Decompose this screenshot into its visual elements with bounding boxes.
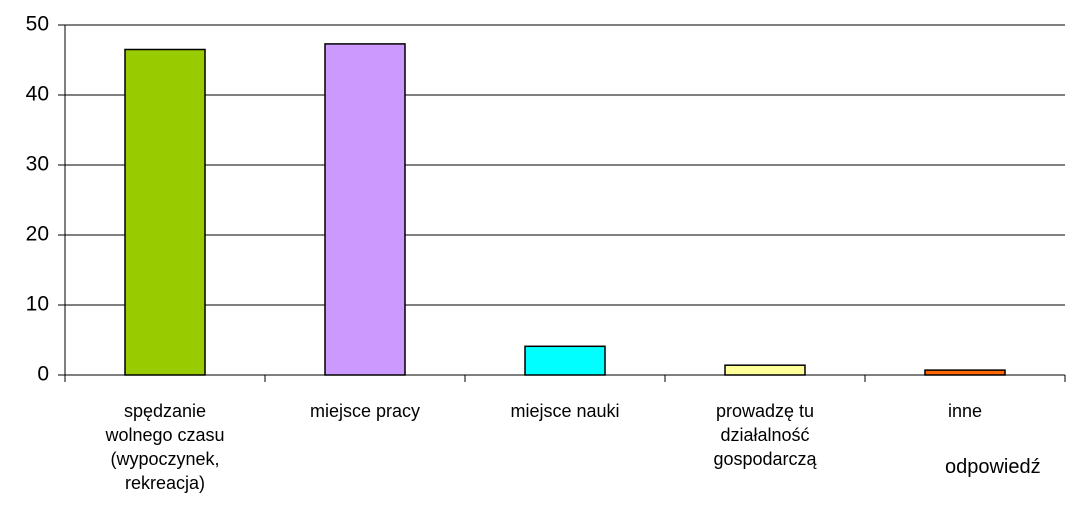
y-tick-label: 30 [26, 153, 49, 176]
y-tick-label: 0 [37, 363, 49, 386]
x-tick-label: prowadzę tu działalność gospodarczą [713, 401, 817, 469]
x-tick-label: miejsce nauki [510, 401, 620, 421]
y-tick-label: 40 [26, 83, 49, 106]
y-tick-label: 50 [26, 13, 49, 36]
x-tick-label: miejsce pracy [309, 401, 421, 421]
x-tick-label: spędzanie wolnego czasu (wypoczynek, rek… [105, 401, 225, 493]
x-tick-label: inne [947, 401, 983, 421]
bar [124, 48, 206, 376]
x-axis-label: odpowiedź [945, 456, 1041, 478]
y-tick-label: 20 [26, 223, 49, 246]
bar [324, 43, 406, 376]
bar [724, 364, 806, 376]
bar [524, 345, 606, 376]
y-tick-label: 10 [26, 293, 49, 316]
bar [924, 369, 1006, 376]
